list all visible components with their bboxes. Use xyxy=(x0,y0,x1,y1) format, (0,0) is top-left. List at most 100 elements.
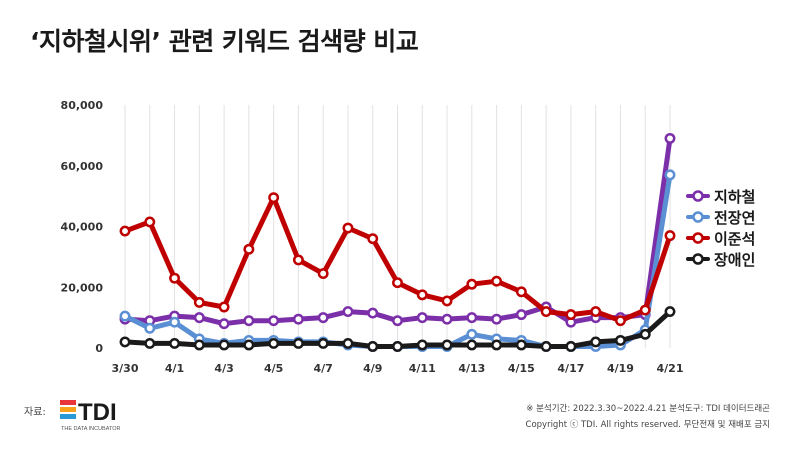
legend-label: 이준석 xyxy=(714,230,755,248)
data-point xyxy=(491,313,503,325)
data-point xyxy=(268,192,280,204)
x-tick-label: 3/30 xyxy=(112,362,139,375)
legend-label: 전장연 xyxy=(714,209,755,227)
data-point xyxy=(615,334,626,346)
x-tick-label: 4/13 xyxy=(458,362,485,375)
data-point xyxy=(169,272,180,284)
chart-title: ‘지하철시위’ 관련 키워드 검색량 비교 xyxy=(30,27,419,56)
legend-swatch-marker xyxy=(692,253,704,265)
data-point xyxy=(317,312,329,324)
logo-wordmark: TDI xyxy=(78,399,117,426)
legend-swatch-marker xyxy=(692,232,704,244)
data-point xyxy=(292,254,304,266)
x-tick-label: 4/7 xyxy=(314,362,333,375)
analysis-period-note: ※ 분석기간: 2022.3.30~2022.4.21 분석도구: TDI 데이… xyxy=(526,404,770,414)
data-point xyxy=(491,275,503,287)
y-axis: 0 20,000 40,000 60,000 80,000 xyxy=(61,99,104,355)
x-tick-label: 4/3 xyxy=(214,362,233,375)
logo-stripe-yellow xyxy=(60,407,76,412)
y-tick-label: 0 xyxy=(95,342,103,355)
x-tick-label: 4/11 xyxy=(409,362,436,375)
data-point xyxy=(466,328,478,340)
x-tick-label: 4/15 xyxy=(508,362,535,375)
x-tick-label: 4/1 xyxy=(165,362,184,375)
data-point xyxy=(243,339,255,351)
data-point xyxy=(466,339,478,351)
data-point xyxy=(193,312,205,324)
data-point xyxy=(169,337,180,349)
data-point xyxy=(169,316,180,328)
data-point xyxy=(193,296,205,308)
data-point xyxy=(515,286,527,298)
x-tick-label: 4/19 xyxy=(607,362,634,375)
logo-stripe-blue xyxy=(60,414,76,419)
data-point xyxy=(392,315,403,327)
data-point xyxy=(664,132,676,144)
legend-swatch-marker xyxy=(692,190,704,202)
data-point xyxy=(565,341,577,352)
legend-label: 장애인 xyxy=(714,251,755,269)
data-point xyxy=(292,337,304,349)
copyright-note: Copyright ⓒ TDI. All rights reserved. 무단… xyxy=(525,420,770,430)
data-point xyxy=(218,301,230,313)
data-point xyxy=(342,337,354,349)
series-lines xyxy=(119,132,676,352)
data-point xyxy=(243,243,255,255)
data-point xyxy=(664,306,676,317)
data-point xyxy=(416,312,428,324)
data-point xyxy=(317,337,329,349)
tdi-logo: TDI THE DATA INCUBATOR xyxy=(60,399,121,432)
data-point xyxy=(144,337,156,349)
data-point xyxy=(392,277,403,289)
data-point xyxy=(615,315,626,327)
data-point xyxy=(392,341,403,352)
data-point xyxy=(243,315,255,327)
data-point xyxy=(515,309,527,321)
data-point xyxy=(441,295,453,307)
y-tick-label: 40,000 xyxy=(61,221,104,234)
data-point xyxy=(416,289,428,301)
data-point xyxy=(540,306,552,317)
data-point xyxy=(515,339,527,351)
data-point xyxy=(119,225,131,237)
source-label: 자료: xyxy=(24,407,46,418)
data-point xyxy=(268,315,280,327)
data-point xyxy=(367,233,379,245)
y-tick-label: 20,000 xyxy=(61,281,104,294)
data-point xyxy=(639,304,651,316)
data-point xyxy=(218,339,230,351)
data-point xyxy=(292,313,304,325)
x-tick-label: 4/9 xyxy=(363,362,382,375)
y-tick-label: 60,000 xyxy=(61,160,104,173)
data-point xyxy=(119,310,131,322)
x-axis: 3/30 4/1 4/3 4/5 4/7 4/9 4/11 4/13 4/15 4/17 4/19 4… xyxy=(112,362,684,375)
data-point xyxy=(144,322,156,334)
data-point xyxy=(565,309,577,321)
data-point xyxy=(416,339,428,351)
data-point xyxy=(441,313,453,325)
logo-tagline: THE DATA INCUBATOR xyxy=(61,426,121,432)
data-point xyxy=(491,339,503,351)
data-point xyxy=(664,230,676,242)
legend-swatch-marker xyxy=(692,211,704,223)
x-tick-label: 4/17 xyxy=(557,362,584,375)
y-tick-label: 80,000 xyxy=(61,99,104,112)
data-point xyxy=(342,222,354,234)
legend-label: 지하철 xyxy=(714,188,755,206)
data-point xyxy=(367,307,379,319)
data-point xyxy=(441,339,453,351)
data-point xyxy=(144,216,156,228)
data-point xyxy=(317,268,329,280)
data-point xyxy=(268,337,280,349)
data-point xyxy=(540,341,552,352)
data-point xyxy=(466,312,478,324)
x-tick-label: 4/21 xyxy=(657,362,684,375)
data-point xyxy=(119,336,131,348)
data-point xyxy=(590,336,602,348)
data-point xyxy=(664,169,676,181)
data-point xyxy=(639,328,651,340)
data-point xyxy=(466,278,478,290)
data-point xyxy=(342,306,354,317)
